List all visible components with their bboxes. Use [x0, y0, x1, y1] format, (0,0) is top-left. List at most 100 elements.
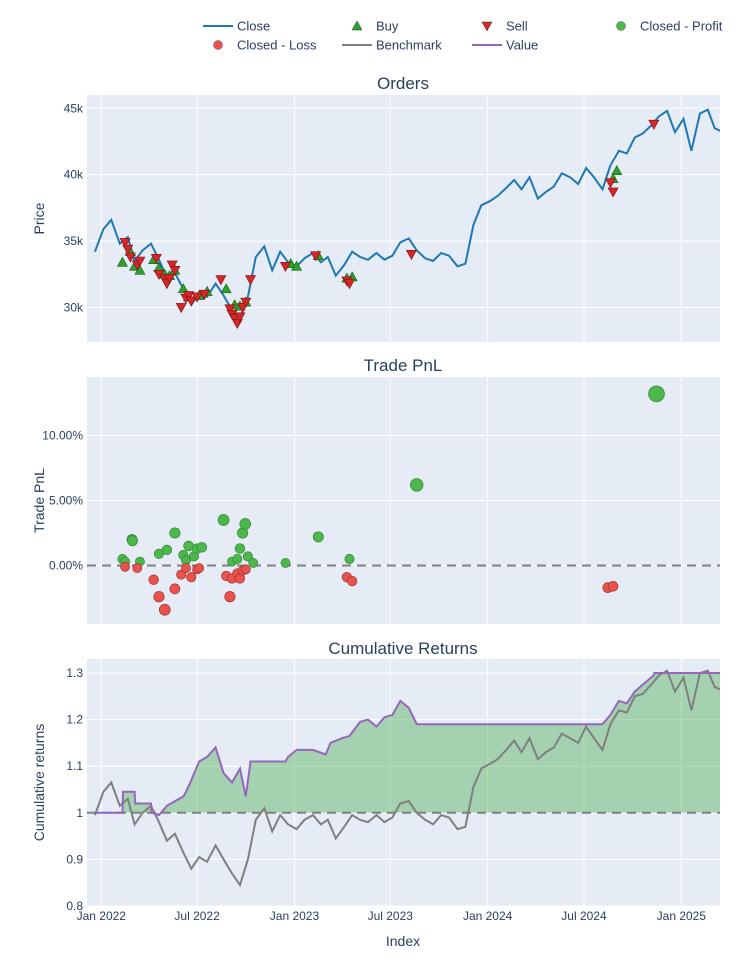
sell-marker[interactable]	[310, 251, 322, 262]
sell-marker[interactable]	[169, 265, 181, 276]
value-fill-area	[94, 673, 720, 816]
closed-loss-marker[interactable]	[186, 572, 197, 583]
sell-marker[interactable]	[344, 279, 356, 290]
y-tick-label: 1	[76, 806, 83, 820]
sell-marker[interactable]	[224, 304, 236, 315]
closed-profit-marker[interactable]	[127, 535, 138, 547]
legend-label: Value	[506, 38, 538, 53]
buy-marker[interactable]	[220, 283, 232, 294]
y-tick-label: 5.00%	[49, 494, 83, 508]
closed-profit-marker[interactable]	[234, 543, 246, 554]
plot-area[interactable]	[87, 385, 720, 616]
legend-label: Benchmark	[376, 38, 442, 53]
closed-loss-marker[interactable]	[169, 583, 181, 595]
legend-item[interactable]: Sell	[481, 19, 528, 34]
legend-item[interactable]: Buy	[351, 19, 399, 34]
plot-background	[87, 659, 720, 906]
buy-marker[interactable]	[177, 283, 189, 294]
x-tick-label: Jan 2022	[77, 909, 127, 923]
sell-marker[interactable]	[164, 273, 176, 284]
x-tick-label: Jul 2023	[368, 909, 414, 923]
buy-marker[interactable]	[116, 256, 128, 267]
closed-profit-marker[interactable]	[232, 554, 243, 564]
closed-profit-marker[interactable]	[344, 554, 355, 564]
closed-loss-marker[interactable]	[132, 563, 143, 573]
plot-area[interactable]	[87, 669, 720, 888]
sell-marker[interactable]	[405, 250, 417, 260]
sell-marker[interactable]	[166, 260, 178, 271]
trade-pnl-panel[interactable]: 0.00% 5.00% 10.00% Trade PnL	[31, 377, 720, 624]
legend-item[interactable]: Close	[203, 19, 270, 34]
sell-marker[interactable]	[134, 256, 146, 267]
closed-profit-marker[interactable]	[248, 558, 259, 568]
closed-loss-marker[interactable]	[607, 581, 619, 592]
closed-profit-marker[interactable]	[217, 514, 230, 526]
cumulative-returns-panel-title: Cumulative Returns	[328, 639, 477, 658]
closed-loss-marker[interactable]	[240, 564, 251, 575]
legend-item[interactable]: Benchmark	[342, 38, 442, 53]
closed-loss-marker[interactable]	[347, 575, 358, 587]
closed-loss-marker[interactable]	[181, 563, 191, 573]
legend-triangle-swatch	[481, 21, 493, 32]
sell-marker[interactable]	[245, 275, 257, 286]
sell-marker[interactable]	[175, 303, 187, 314]
legend-item[interactable]: Value	[472, 38, 538, 53]
closed-profit-marker[interactable]	[648, 385, 665, 403]
sell-marker[interactable]	[607, 187, 619, 198]
x-tick-label: Jul 2024	[561, 909, 607, 923]
sell-marker[interactable]	[604, 178, 616, 189]
closed-loss-marker[interactable]	[153, 591, 165, 603]
sell-marker[interactable]	[119, 238, 131, 249]
y-axis-title: Cumulative returns	[31, 724, 47, 842]
y-tick-label: 35k	[64, 234, 84, 248]
legend-circle-swatch	[213, 40, 223, 50]
sell-marker[interactable]	[648, 119, 660, 130]
x-tick-label: Jan 2024	[463, 909, 513, 923]
closed-profit-marker[interactable]	[239, 518, 252, 530]
x-tick-label: Jan 2025	[657, 909, 707, 923]
sell-marker[interactable]	[191, 292, 203, 303]
x-axis-title: Index	[386, 933, 420, 949]
closed-profit-marker[interactable]	[169, 527, 181, 539]
closed-profit-marker[interactable]	[410, 478, 424, 492]
closed-profit-marker[interactable]	[161, 544, 173, 556]
sell-marker[interactable]	[183, 291, 195, 302]
y-tick-label: 40k	[64, 168, 84, 182]
closed-loss-marker[interactable]	[148, 574, 159, 585]
legend-item[interactable]: Closed - Loss	[213, 38, 317, 53]
legend-label: Close	[237, 19, 270, 34]
sell-marker[interactable]	[279, 262, 291, 272]
legend-label: Sell	[506, 19, 528, 34]
closed-profit-marker[interactable]	[312, 531, 324, 543]
cumulative-returns-panel[interactable]: 0.8 0.9 1 1.1 1.2 1.3 Cumulative returns Jan 20…	[31, 659, 720, 923]
sell-marker[interactable]	[234, 312, 246, 323]
buy-marker[interactable]	[611, 165, 623, 175]
legend-item[interactable]: Closed - Profit	[616, 19, 723, 34]
value-line[interactable]	[94, 672, 720, 817]
sell-marker[interactable]	[122, 244, 134, 255]
y-tick-label: 1.2	[66, 713, 83, 727]
benchmark-line[interactable]	[93, 669, 720, 888]
sell-marker[interactable]	[240, 297, 252, 308]
closed-loss-marker[interactable]	[158, 603, 171, 616]
closed-profit-marker[interactable]	[196, 542, 208, 553]
trade-pnl-panel-title: Trade PnL	[364, 356, 443, 375]
buy-marker[interactable]	[291, 260, 303, 271]
closed-loss-marker[interactable]	[224, 591, 236, 603]
sell-marker[interactable]	[150, 254, 162, 264]
plot-area[interactable]	[93, 108, 720, 330]
legend[interactable]: Close Buy Sell Closed - Profit Closed - Loss…	[203, 19, 723, 53]
orders-panel[interactable]: 30k 35k 40k 45k Price	[31, 95, 720, 342]
legend-circle-swatch	[616, 21, 626, 31]
closed-profit-marker[interactable]	[280, 558, 291, 568]
closed-loss-marker[interactable]	[194, 563, 205, 573]
sell-marker[interactable]	[124, 252, 136, 263]
sell-marker[interactable]	[215, 275, 227, 286]
y-tick-label: 0.00%	[49, 559, 83, 573]
sell-marker[interactable]	[198, 289, 211, 300]
y-axis-title: Price	[31, 202, 47, 234]
closed-loss-marker[interactable]	[120, 561, 130, 572]
y-tick-label: 0.8	[66, 899, 83, 913]
sell-marker[interactable]	[185, 296, 197, 307]
closed-profit-marker[interactable]	[242, 551, 253, 562]
